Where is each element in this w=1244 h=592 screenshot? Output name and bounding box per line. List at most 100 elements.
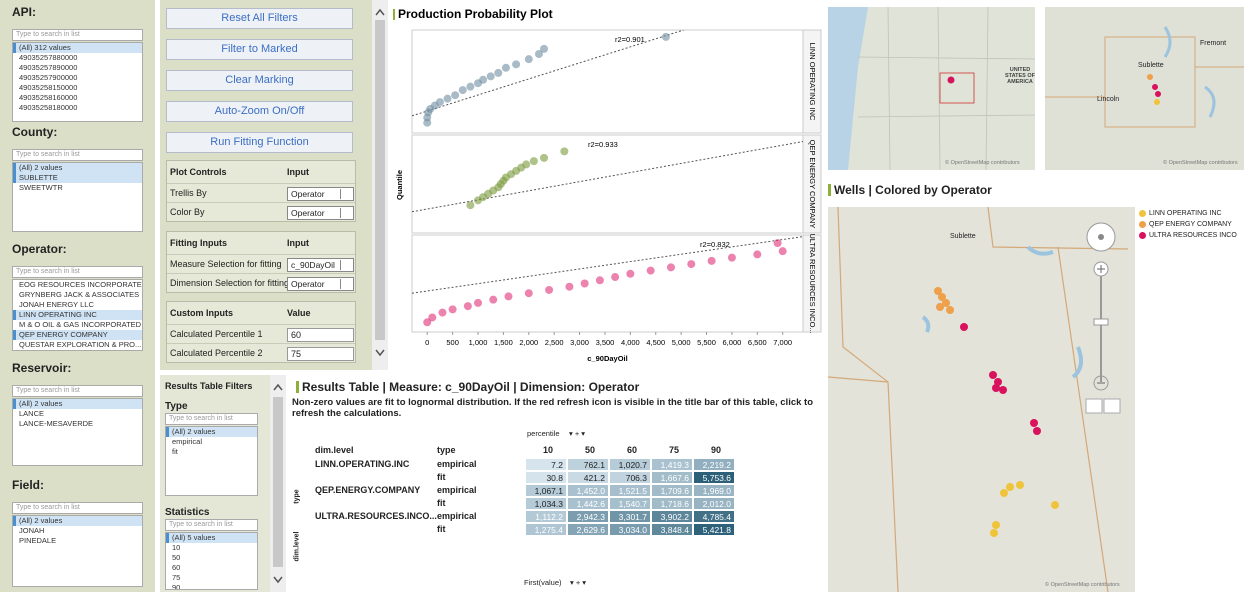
- table-cell: 1,969.0: [693, 484, 735, 497]
- section-header: Fitting InputsInput: [167, 232, 355, 254]
- search-box[interactable]: Type to search in list: [12, 385, 143, 397]
- control-label: Dimension Selection for fitting: [170, 274, 289, 292]
- list-item[interactable]: 49035257900000: [13, 73, 142, 83]
- legend-item: ULTRA RESOURCES INCO: [1138, 230, 1244, 241]
- list-item[interactable]: 50: [166, 553, 257, 563]
- list-item[interactable]: M & O OIL & GAS INCORPORATED: [13, 320, 142, 330]
- strip-label: QEP ENERGY COMPANY: [808, 140, 817, 229]
- list-item[interactable]: (All) 2 values: [13, 163, 142, 173]
- row-label: ULTRA.RESOURCES.INCO...: [315, 510, 437, 523]
- legend-item: LINN OPERATING INC: [1138, 208, 1244, 219]
- list-item[interactable]: 49035257880000: [13, 53, 142, 63]
- table-cell: 5,753.6: [693, 471, 735, 484]
- dropdown[interactable]: Operator: [287, 277, 354, 291]
- list-item[interactable]: 10: [166, 543, 257, 553]
- column-header: 10: [527, 445, 569, 455]
- map-title: Wells | Colored by Operator: [828, 184, 992, 196]
- search-box[interactable]: Type to search in list: [12, 266, 143, 278]
- point: [525, 55, 533, 63]
- wells-map: [828, 207, 1135, 592]
- list-item[interactable]: 49035258160000: [13, 93, 142, 103]
- list-item[interactable]: 90: [166, 583, 257, 590]
- scrollbar[interactable]: [270, 375, 286, 592]
- row-label: QEP.ENERGY.COMPANY: [315, 484, 420, 497]
- list-item[interactable]: JONAH: [13, 526, 142, 536]
- list-item[interactable]: JONAH ENERGY LLC: [13, 300, 142, 310]
- list-item[interactable]: 75: [166, 573, 257, 583]
- list-item[interactable]: LANCE: [13, 409, 142, 419]
- list-item[interactable]: 49035257890000: [13, 63, 142, 73]
- table-cell: 1,067.1: [525, 484, 567, 497]
- axis-control[interactable]: First(value): [524, 578, 562, 587]
- list-item[interactable]: 49035258150000: [13, 83, 142, 93]
- list-item[interactable]: (All) 5 values: [166, 533, 257, 543]
- point: [449, 305, 457, 313]
- column-header: 50: [569, 445, 611, 455]
- button[interactable]: Auto-Zoom On/Off: [166, 101, 353, 122]
- search-box[interactable]: Type to search in list: [165, 519, 258, 531]
- text-input[interactable]: 60: [287, 328, 354, 342]
- axis-buttons[interactable]: ▾ + ▾: [569, 429, 585, 438]
- list-item[interactable]: 60: [166, 563, 257, 573]
- panel: [412, 235, 803, 332]
- map-place: Lincoln: [1097, 96, 1119, 103]
- panel-title: Results Table Filters: [165, 381, 252, 391]
- list-item[interactable]: (All) 2 values: [13, 399, 142, 409]
- column-header: 75: [653, 445, 695, 455]
- legend-label: ULTRA RESOURCES INCO: [1149, 230, 1244, 241]
- x-tick-label: 7,000: [773, 338, 792, 347]
- table-cell: 1,442.6: [567, 497, 609, 510]
- point: [560, 147, 568, 155]
- list-item[interactable]: (All) 2 values: [13, 516, 142, 526]
- scrollbar[interactable]: [372, 0, 388, 370]
- panel: [412, 135, 803, 233]
- point: [438, 309, 446, 317]
- dropdown[interactable]: Operator: [287, 187, 354, 201]
- list-item[interactable]: SWEETWTR: [13, 183, 142, 193]
- legend-item: QEP ENERGY COMPANY: [1138, 219, 1244, 230]
- list-item[interactable]: GRYNBERG JACK & ASSOCIATES: [13, 290, 142, 300]
- dropdown[interactable]: c_90DayOil: [287, 258, 354, 272]
- point: [466, 201, 474, 209]
- list-item[interactable]: (All) 312 values: [13, 43, 142, 53]
- table-cell: 3,034.0: [609, 523, 651, 536]
- map-credit: © OpenStreetMap contributors: [945, 160, 1020, 166]
- search-box[interactable]: Type to search in list: [12, 149, 143, 161]
- search-box[interactable]: Type to search in list: [12, 502, 143, 514]
- search-box[interactable]: Type to search in list: [12, 29, 143, 41]
- chart-title: Production Probability Plot: [398, 7, 553, 21]
- x-tick-label: 3,000: [570, 338, 589, 347]
- dropdown[interactable]: Operator: [287, 206, 354, 220]
- list-item[interactable]: EOG RESOURCES INCORPORATED: [13, 280, 142, 290]
- list-item[interactable]: fit: [166, 447, 257, 457]
- list-item[interactable]: QUESTAR EXPLORATION & PRO...: [13, 340, 142, 350]
- legend-swatch: [1139, 221, 1146, 228]
- list-item[interactable]: (All) 2 values: [166, 427, 257, 437]
- point: [487, 72, 495, 80]
- button[interactable]: Clear Marking: [166, 70, 353, 91]
- button[interactable]: Filter to Marked: [166, 39, 353, 60]
- point: [774, 239, 782, 247]
- list-item[interactable]: LINN OPERATING INC: [13, 310, 142, 320]
- text-input[interactable]: 75: [287, 347, 354, 361]
- list-item[interactable]: LANCE-MESAVERDE: [13, 419, 142, 429]
- x-tick-label: 1,500: [494, 338, 513, 347]
- list-item[interactable]: QEP ENERGY COMPANY: [13, 330, 142, 340]
- search-box[interactable]: Type to search in list: [165, 413, 258, 425]
- button[interactable]: Run Fitting Function: [166, 132, 353, 153]
- axis-control[interactable]: percentile: [527, 429, 560, 438]
- list-item[interactable]: 49035258180000: [13, 103, 142, 113]
- button[interactable]: Reset All Filters: [166, 8, 353, 29]
- point: [474, 299, 482, 307]
- table-cell: 762.1: [567, 458, 609, 471]
- list-item[interactable]: PINEDALE: [13, 536, 142, 546]
- table-note: Non-zero values are fit to lognormal dis…: [292, 397, 817, 419]
- list-item[interactable]: SUBLETTE: [13, 173, 142, 183]
- list-item[interactable]: empirical: [166, 437, 257, 447]
- point: [662, 33, 670, 41]
- axis-buttons[interactable]: ▾ + ▾: [570, 578, 586, 587]
